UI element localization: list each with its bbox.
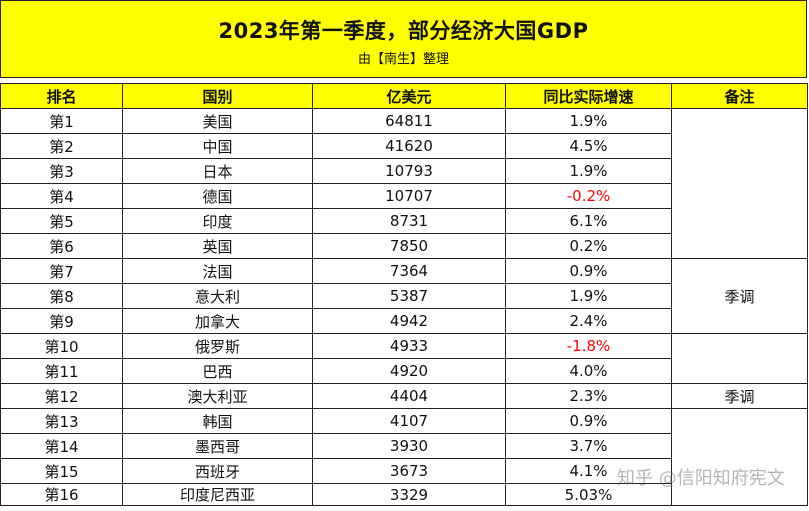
title-band: 2023年第一季度，部分经济大国GDP 由【南生】整理 — [0, 0, 807, 78]
table-row: 第13 韩国 4107 0.9% — [0, 408, 808, 506]
rank-cell: 第5 — [0, 208, 123, 234]
growth-cell: 6.1% — [505, 208, 672, 234]
gdp-cell: 3329 — [312, 483, 506, 506]
country-cell: 印度 — [122, 208, 313, 234]
rank-cell: 第13 — [0, 408, 123, 434]
growth-cell: 1.9% — [505, 158, 672, 184]
country-cell: 德国 — [122, 183, 313, 209]
country-cell: 英国 — [122, 233, 313, 259]
country-cell: 日本 — [122, 158, 313, 184]
page-title: 2023年第一季度，部分经济大国GDP — [218, 19, 589, 43]
table-row: 第2 中国 41620 4.5% — [0, 133, 808, 159]
country-cell: 加拿大 — [122, 308, 313, 334]
growth-cell: 2.4% — [505, 308, 672, 334]
gdp-cell: 4920 — [312, 358, 506, 384]
gdp-cell: 8731 — [312, 208, 506, 234]
gdp-cell: 10707 — [312, 183, 506, 209]
rank-cell: 第11 — [0, 358, 123, 384]
rank-cell: 第8 — [0, 283, 123, 309]
country-cell: 俄罗斯 — [122, 333, 313, 359]
note-cell — [671, 333, 808, 384]
header-country: 国别 — [122, 83, 313, 109]
gdp-cell: 7364 — [312, 258, 506, 284]
country-cell: 意大利 — [122, 283, 313, 309]
table-row: 第4 德国 10707 -0.2% — [0, 183, 808, 209]
gdp-cell: 64811 — [312, 108, 506, 134]
country-cell: 中国 — [122, 133, 313, 159]
table-row: 第3 日本 10793 1.9% — [0, 158, 808, 184]
table-row: 第11 巴西 4920 4.0% — [0, 358, 808, 384]
rank-cell: 第2 — [0, 133, 123, 159]
table-row: 第6 英国 7850 0.2% — [0, 233, 808, 259]
gdp-cell: 4107 — [312, 408, 506, 434]
header-gdp: 亿美元 — [312, 83, 506, 109]
rank-cell: 第3 — [0, 158, 123, 184]
country-cell: 韩国 — [122, 408, 313, 434]
rank-cell: 第7 — [0, 258, 123, 284]
note-cell — [671, 408, 808, 506]
table-header-row: 排名 国别 亿美元 同比实际增速 备注 — [0, 83, 808, 109]
rank-cell: 第15 — [0, 458, 123, 484]
growth-cell: -0.2% — [505, 183, 672, 209]
rank-cell: 第10 — [0, 333, 123, 359]
table-row: 第7 法国 7364 0.9% 季调 — [0, 258, 808, 334]
growth-cell: 5.03% — [505, 483, 672, 506]
header-note: 备注 — [671, 83, 808, 109]
note-cell: 季调 — [671, 258, 808, 334]
table-row: 第12 澳大利亚 4404 2.3% 季调 — [0, 383, 808, 409]
growth-cell: 0.2% — [505, 233, 672, 259]
rank-cell: 第14 — [0, 433, 123, 459]
growth-cell: 2.3% — [505, 383, 672, 409]
rank-cell: 第16 — [0, 483, 123, 506]
table-body: 第1 美国 64811 1.9% 第2 中国 41620 4.5% 第3 日本 10793 1.9% 第… — [0, 108, 808, 506]
country-cell: 墨西哥 — [122, 433, 313, 459]
gdp-cell: 7850 — [312, 233, 506, 259]
growth-cell: 1.9% — [505, 283, 672, 309]
table-row: 第9 加拿大 4942 2.4% — [0, 308, 808, 334]
rank-cell: 第1 — [0, 108, 123, 134]
header-rank: 排名 — [0, 83, 123, 109]
note-cell: 季调 — [671, 383, 808, 409]
note-cell — [671, 108, 808, 259]
rank-cell: 第12 — [0, 383, 123, 409]
table-row: 第1 美国 64811 1.9% — [0, 108, 808, 259]
growth-cell: 3.7% — [505, 433, 672, 459]
gdp-cell: 3930 — [312, 433, 506, 459]
gdp-table: 排名 国别 亿美元 同比实际增速 备注 第1 美国 64811 1.9% 第2 中国 416… — [0, 83, 808, 506]
growth-cell: 0.9% — [505, 408, 672, 434]
growth-cell: 4.1% — [505, 458, 672, 484]
country-cell: 法国 — [122, 258, 313, 284]
growth-cell: 4.0% — [505, 358, 672, 384]
gdp-cell: 41620 — [312, 133, 506, 159]
watermark: 知乎 @信阳知府宪文 — [617, 468, 785, 489]
country-cell: 印度尼西亚 — [122, 483, 313, 506]
rank-cell: 第9 — [0, 308, 123, 334]
table-row: 第5 印度 8731 6.1% — [0, 208, 808, 234]
header-growth: 同比实际增速 — [505, 83, 672, 109]
rank-cell: 第6 — [0, 233, 123, 259]
growth-cell: 0.9% — [505, 258, 672, 284]
growth-cell: -1.8% — [505, 333, 672, 359]
gdp-cell: 4404 — [312, 383, 506, 409]
gdp-cell: 10793 — [312, 158, 506, 184]
growth-cell: 4.5% — [505, 133, 672, 159]
country-cell: 澳大利亚 — [122, 383, 313, 409]
country-cell: 美国 — [122, 108, 313, 134]
gdp-cell: 3673 — [312, 458, 506, 484]
country-cell: 巴西 — [122, 358, 313, 384]
gdp-cell: 4933 — [312, 333, 506, 359]
table-row: 第16 印度尼西亚 3329 5.03% — [0, 483, 808, 506]
growth-cell: 1.9% — [505, 108, 672, 134]
gdp-cell: 5387 — [312, 283, 506, 309]
subtitle: 由【南生】整理 — [357, 52, 449, 67]
country-cell: 西班牙 — [122, 458, 313, 484]
table-row: 第8 意大利 5387 1.9% — [0, 283, 808, 309]
table-row: 第10 俄罗斯 4933 -1.8% — [0, 333, 808, 384]
rank-cell: 第4 — [0, 183, 123, 209]
gdp-cell: 4942 — [312, 308, 506, 334]
